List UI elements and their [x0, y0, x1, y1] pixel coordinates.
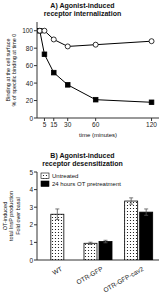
bar-chart: B) Agonist-inducedreceptor desensitizati…	[2, 152, 160, 294]
legend-swatch	[41, 181, 49, 187]
marker-circle	[42, 28, 47, 33]
y-tick	[34, 30, 37, 31]
error-bar-cap	[129, 204, 133, 205]
marker-square	[42, 52, 47, 57]
marker-circle	[37, 28, 42, 33]
bar	[51, 214, 64, 260]
y-tick	[34, 83, 37, 84]
text-line: Fold over basal	[15, 197, 21, 235]
series-line	[40, 31, 152, 103]
error-bar-cap	[144, 208, 148, 209]
y-axis-line	[37, 22, 38, 118]
line-chart: A) Agonist-inducedreceptor internalizati…	[5, 2, 159, 138]
text-line: % of specific binding at time 0	[11, 34, 17, 107]
error-bar-stem	[131, 198, 132, 204]
marker-square	[65, 83, 70, 88]
error-bar-cap	[88, 244, 92, 245]
y-axis-line	[37, 172, 38, 260]
y-tick-label: 4	[29, 186, 33, 193]
x-tick-label: OTR-GFP	[75, 265, 104, 286]
plot-area	[51, 198, 153, 260]
y-tick-label: 0	[29, 257, 33, 264]
y-tick	[34, 172, 37, 173]
y-tick	[34, 48, 37, 49]
bar	[140, 212, 153, 260]
legend-swatch	[41, 173, 49, 179]
text-line: total InsP production	[8, 191, 14, 241]
y-tick	[34, 189, 37, 190]
x-axis-label: time (minutes)	[79, 132, 117, 138]
text-line: OT-induced	[2, 202, 8, 230]
marker-square	[93, 97, 98, 102]
x-tick-label: OTR-GFP-cav2	[102, 265, 145, 294]
y-label-group: Binding at the cell surface% of specific…	[5, 34, 18, 107]
error-bar-cap	[55, 208, 59, 209]
error-bar-cap	[129, 197, 133, 198]
legend-label: 24 hours OT pretreatment	[52, 181, 121, 187]
error-bar-cap	[88, 242, 92, 243]
y-tick-label: 100	[22, 27, 33, 34]
y-tick-label: 0	[29, 115, 33, 122]
marker-square	[51, 70, 56, 75]
marker-square	[149, 100, 154, 105]
y-axis-label: Binding at the cell surface% of specific…	[5, 34, 18, 107]
y-tick	[34, 118, 37, 119]
page: {"chart_data": [ {"type": "line", "title…	[0, 0, 165, 306]
error-bar	[55, 209, 59, 220]
y-tick	[34, 65, 37, 66]
x-axis-line	[37, 118, 159, 119]
x-tick-label: 15	[50, 121, 58, 128]
error-bar-cap	[55, 219, 59, 220]
y-tick	[34, 207, 37, 208]
text-line: A) Agonist-induced	[50, 2, 114, 10]
marker-circle	[93, 42, 98, 47]
chart-title: A) Agonist-inducedreceptor internalizati…	[44, 2, 121, 18]
x-tick-label: 60	[92, 121, 100, 128]
error-bar-cap	[144, 215, 148, 216]
y-tick-label: 20	[26, 97, 34, 104]
y-tick-label: 1	[29, 239, 33, 246]
error-bar-cap	[104, 240, 108, 241]
bar	[99, 242, 112, 260]
bar	[84, 243, 97, 260]
x-tick-label: WT	[51, 265, 63, 276]
figure: A) Agonist-inducedreceptor internalizati…	[0, 0, 165, 306]
error-bar	[144, 209, 148, 215]
y-tick	[34, 242, 37, 243]
error-bar	[88, 242, 92, 244]
y-tick	[34, 100, 37, 101]
chart-title: B) Agonist-inducedreceptor desensitizati…	[42, 152, 123, 168]
error-bar	[129, 198, 133, 204]
error-bar-stem	[146, 209, 147, 215]
y-tick	[34, 260, 37, 261]
x-tick-label: 120	[146, 121, 157, 128]
error-bar-cap	[104, 242, 108, 243]
y-tick-label: 40	[26, 80, 34, 87]
bar	[125, 201, 138, 260]
marker-square	[37, 28, 42, 33]
legend-label: Untreated	[52, 173, 78, 179]
x-tick-label: 30	[64, 121, 72, 128]
y-tick-label: 2	[29, 221, 33, 228]
y-tick-label: 60	[26, 62, 34, 69]
x-tick-label: 5	[43, 121, 47, 128]
y-tick-label: 80	[26, 45, 34, 52]
error-bar-stem	[57, 209, 58, 220]
y-label-group: OT-inducedtotal InsP productionFold over…	[2, 191, 21, 241]
text-line: receptor internalization	[44, 10, 121, 18]
text-line: receptor desensitization	[42, 160, 123, 168]
marker-circle	[65, 44, 70, 49]
series-line	[40, 31, 152, 47]
plot-area	[37, 28, 154, 104]
legend: Untreated 24 hours OT pretreatment	[41, 173, 121, 187]
text-line: Binding at the cell surface	[5, 39, 11, 102]
y-tick-label: 5	[29, 169, 33, 176]
text-line: B) Agonist-induced	[50, 152, 114, 160]
marker-circle	[149, 39, 154, 44]
y-axis-label: OT-inducedtotal InsP productionFold over…	[2, 191, 21, 241]
error-bar	[104, 240, 108, 242]
marker-circle	[51, 37, 56, 42]
y-tick-label: 3	[29, 204, 33, 211]
y-tick	[34, 224, 37, 225]
